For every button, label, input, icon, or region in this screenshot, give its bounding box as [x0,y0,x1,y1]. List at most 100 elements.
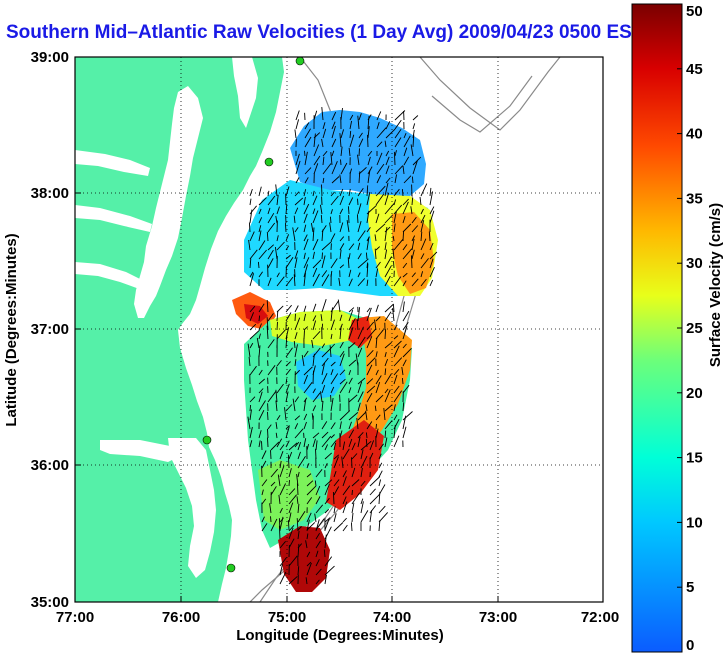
velocity-arrow [383,408,386,421]
field-south-tip [278,526,330,592]
velocity-arrow [384,227,388,242]
pamlico-sound [168,438,216,578]
velocity-arrow [384,437,388,448]
velocity-arrow [276,311,279,322]
velocity-arrow [321,357,329,367]
velocity-arrow [285,378,288,385]
velocity-arrow [324,574,327,585]
velocity-arrow [411,197,414,206]
map-title: Southern Mid–Atlantic Raw Velocities (1 … [6,22,632,43]
velocity-arrow [304,177,309,184]
velocity-arrow [351,489,353,496]
velocity-arrow [351,502,355,514]
velocity-arrow [276,276,285,287]
velocity-arrow [285,276,294,287]
y-tick-label: 37:00 [31,321,69,338]
velocity-arrow [324,497,330,505]
velocity-arrow [322,150,328,157]
velocity-arrow [258,186,262,197]
velocity-arrow [393,424,396,439]
velocity-arrow [393,211,397,224]
velocity-arrow [333,513,337,523]
velocity-arrow [258,409,265,421]
velocity-arrow [393,335,399,340]
velocity-arrow [375,223,386,233]
velocity-arrow [266,317,269,331]
velocity-arrow [279,465,285,478]
velocity-arrow [294,359,297,367]
velocity-arrow [249,409,252,421]
velocity-arrow [311,339,314,349]
velocity-arrow [249,258,252,269]
velocity-arrow [342,448,350,460]
velocity-arrow [393,261,395,269]
velocity-arrow [333,506,336,514]
velocity-arrow [393,414,398,421]
velocity-arrow [293,215,296,224]
velocity-arrow [285,254,291,260]
velocity-arrow [294,317,301,331]
velocity-arrow [376,127,387,139]
velocity-arrow [340,162,348,175]
velocity-arrow [378,520,381,532]
y-tick-label: 39:00 [31,49,69,66]
velocity-arrow [402,359,407,367]
velocity-arrow [402,272,408,278]
velocity-arrow [348,243,355,251]
velocity-arrow [357,187,364,197]
colorbar-tick-label: 20 [686,385,703,402]
x-tick-label: 76:00 [162,609,200,626]
velocity-arrow [403,133,407,139]
velocity-arrow [303,326,309,331]
velocity-arrow [348,147,351,157]
station-marker [226,563,236,573]
velocity-arrow [393,151,396,166]
velocity-arrow [411,225,419,233]
velocity-arrow [375,423,377,430]
velocity-arrow [288,525,295,532]
velocity-arrow [330,333,333,340]
velocity-arrow [249,404,252,412]
velocity-arrow [258,430,262,439]
velocity-arrow [306,480,314,487]
albemarle-sound [100,440,180,462]
velocity-arrow [339,341,344,349]
velocity-arrow [394,128,402,139]
velocity-arrow [357,431,364,439]
velocity-arrow [366,307,371,313]
velocity-arrow [393,390,403,403]
velocity-arrow [249,342,254,349]
velocity-arrow [358,148,360,157]
plot-area [75,57,603,602]
station-marker [295,57,305,66]
velocity-arrow [420,220,425,233]
velocity-arrow [401,366,404,376]
velocity-arrow [339,369,346,376]
velocity-arrow [285,425,290,430]
velocity-arrow [411,176,414,184]
velocity-arrow [261,498,267,505]
velocity-arrow [347,257,350,269]
velocity-arrow [365,432,368,439]
velocity-arrow [297,471,300,478]
velocity-arrow [340,159,342,166]
velocity-arrow [269,503,272,514]
velocity-arrow [330,422,336,430]
velocity-arrow [394,174,398,184]
velocity-arrow [393,276,402,287]
velocity-arrow [358,171,361,184]
velocity-arrow [258,217,263,224]
velocity-arrow [357,347,363,358]
velocity-arrow [402,201,409,215]
velocity-arrow [378,443,384,451]
velocity-arrow [258,388,264,394]
velocity-arrow [351,492,361,505]
velocity-arrow [279,444,285,451]
velocity-arrow [312,370,314,385]
velocity-arrow [324,444,329,451]
velocity-arrow [429,267,435,278]
velocity-arrow [348,438,353,448]
velocity-arrow [287,520,290,531]
velocity-arrow [313,155,321,166]
velocity-arrow [258,303,265,313]
